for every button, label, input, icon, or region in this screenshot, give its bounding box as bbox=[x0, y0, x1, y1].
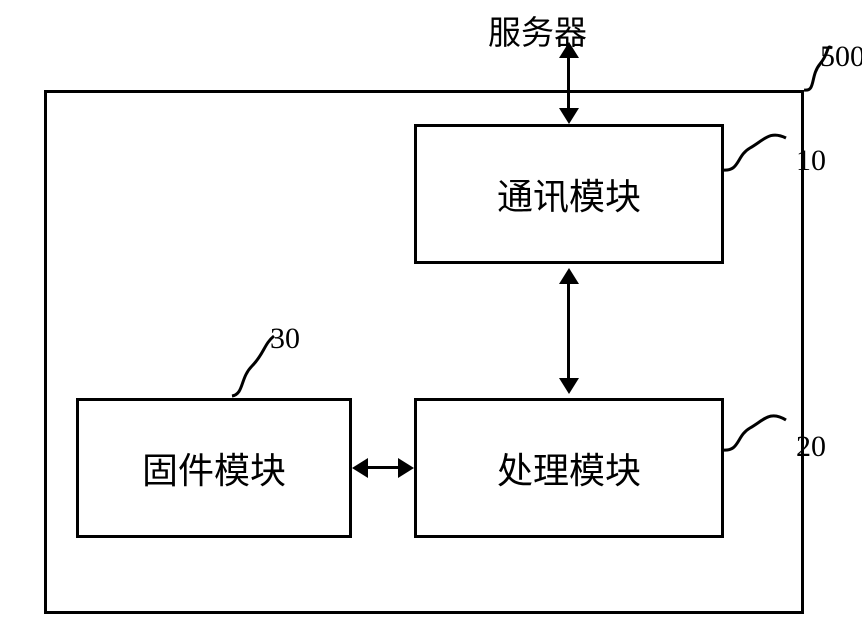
arrow-comm-proc bbox=[567, 282, 570, 380]
arrow-server-comm bbox=[567, 56, 570, 110]
fw-lead bbox=[0, 0, 862, 644]
arrow-fw-proc bbox=[366, 466, 400, 469]
